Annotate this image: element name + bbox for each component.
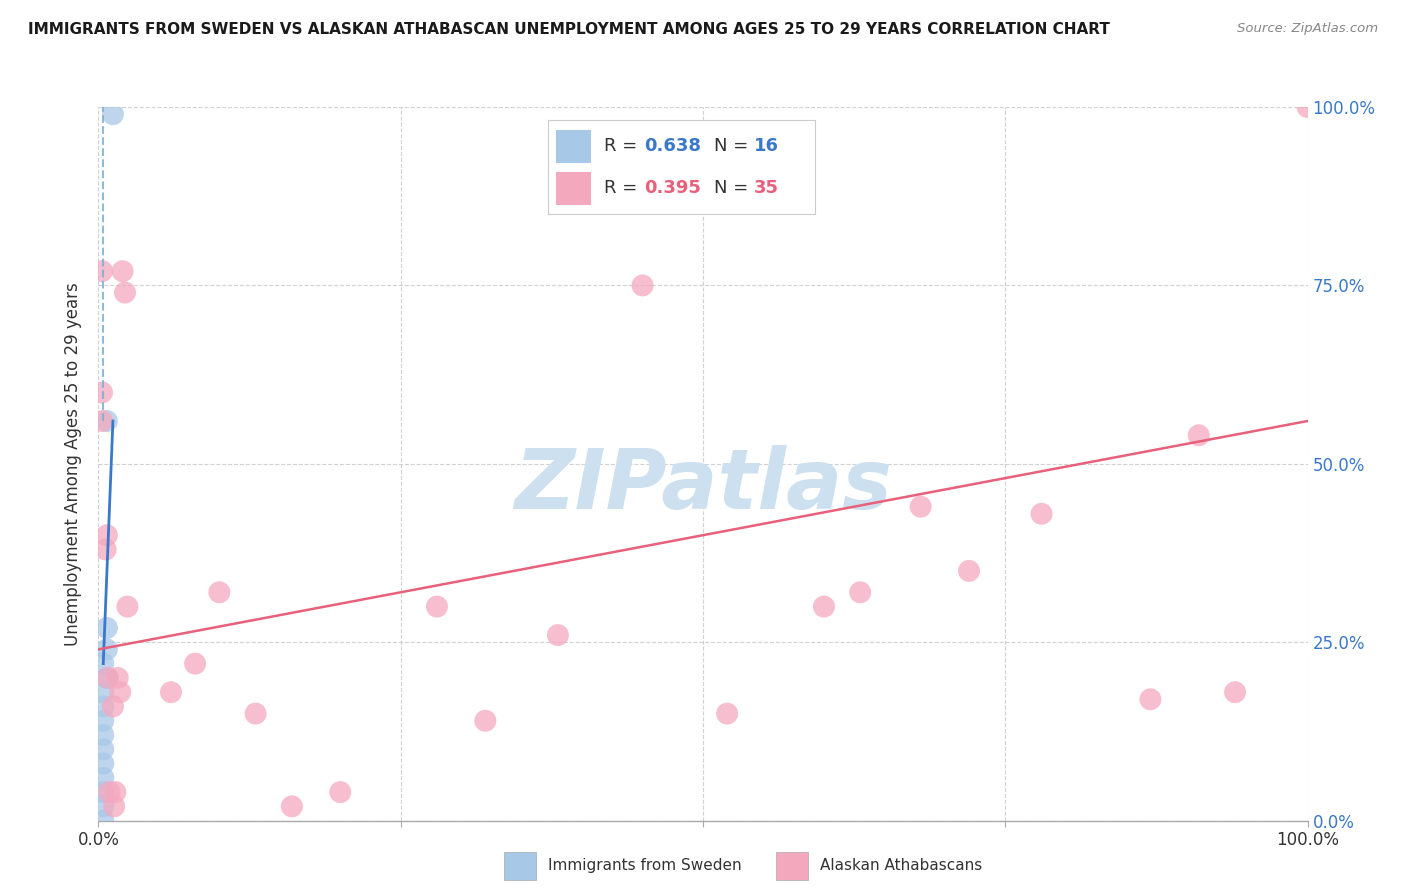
Text: N =: N =	[714, 179, 754, 197]
Point	[91, 414, 114, 428]
Point	[96, 621, 118, 635]
Point	[97, 671, 120, 685]
Point	[1139, 692, 1161, 706]
Text: 16: 16	[754, 137, 779, 155]
Text: R =: R =	[605, 137, 644, 155]
Point	[91, 714, 114, 728]
Text: Immigrants from Sweden: Immigrants from Sweden	[548, 858, 742, 873]
Point	[108, 685, 131, 699]
Point	[813, 599, 835, 614]
Point	[117, 599, 139, 614]
Point	[91, 385, 114, 400]
Text: Alaskan Athabascans: Alaskan Athabascans	[821, 858, 983, 873]
Point	[91, 814, 114, 828]
Bar	[557, 129, 591, 162]
Point	[1188, 428, 1211, 442]
Point	[1296, 100, 1319, 114]
Text: R =: R =	[605, 179, 644, 197]
Text: 0.395: 0.395	[644, 179, 702, 197]
Text: 0.638: 0.638	[644, 137, 702, 155]
Point	[91, 785, 114, 799]
Point	[91, 742, 114, 756]
Point	[910, 500, 932, 514]
Point	[96, 414, 118, 428]
Bar	[557, 172, 591, 205]
Point	[849, 585, 872, 599]
Text: IMMIGRANTS FROM SWEDEN VS ALASKAN ATHABASCAN UNEMPLOYMENT AMONG AGES 25 TO 29 YE: IMMIGRANTS FROM SWEDEN VS ALASKAN ATHABA…	[28, 22, 1109, 37]
Point	[91, 756, 114, 771]
Text: 35: 35	[754, 179, 779, 197]
Point	[474, 714, 496, 728]
Text: Source: ZipAtlas.com: Source: ZipAtlas.com	[1237, 22, 1378, 36]
Point	[101, 107, 124, 121]
Point	[716, 706, 738, 721]
Point	[184, 657, 207, 671]
Point	[160, 685, 183, 699]
Point	[104, 785, 127, 799]
Point	[96, 528, 118, 542]
Point	[96, 671, 118, 685]
Point	[547, 628, 569, 642]
Point	[111, 264, 134, 278]
Bar	[505, 852, 536, 880]
Point	[1223, 685, 1246, 699]
Point	[94, 542, 117, 557]
Point	[426, 599, 449, 614]
Point	[103, 799, 125, 814]
Point	[114, 285, 136, 300]
Point	[208, 585, 231, 599]
Bar	[776, 852, 808, 880]
Point	[329, 785, 352, 799]
Y-axis label: Unemployment Among Ages 25 to 29 years: Unemployment Among Ages 25 to 29 years	[65, 282, 83, 646]
Point	[957, 564, 980, 578]
Point	[631, 278, 654, 293]
Point	[91, 699, 114, 714]
Point	[281, 799, 304, 814]
Point	[91, 771, 114, 785]
Text: N =: N =	[714, 137, 754, 155]
Point	[98, 785, 121, 799]
Point	[91, 264, 114, 278]
Point	[91, 728, 114, 742]
Text: ZIPatlas: ZIPatlas	[515, 445, 891, 525]
Point	[101, 699, 124, 714]
Point	[91, 799, 114, 814]
Point	[245, 706, 267, 721]
Point	[1031, 507, 1053, 521]
Point	[107, 671, 129, 685]
Point	[91, 657, 114, 671]
Point	[91, 685, 114, 699]
Point	[96, 642, 118, 657]
